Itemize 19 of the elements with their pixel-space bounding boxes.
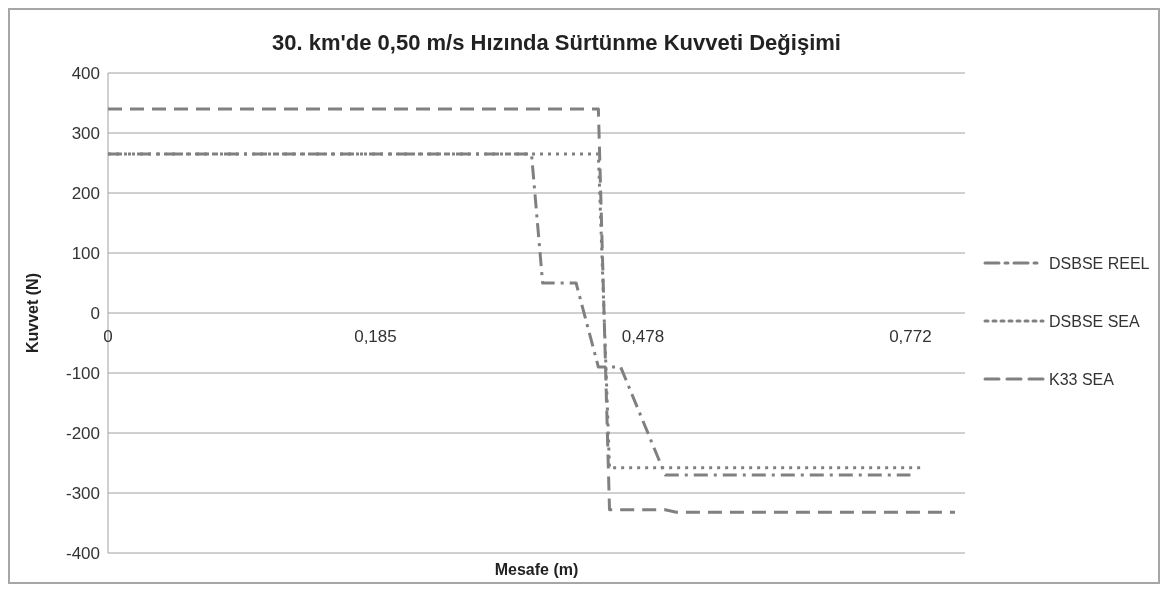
y-tick-label: 200 [71,183,100,203]
y-tick-label: -300 [65,483,100,503]
y-axis-title: Kuvvet (N) [24,272,41,354]
y-tick-label: -100 [65,363,100,383]
x-axis-title: Mesafe (m) [494,561,579,578]
y-tick-label: -400 [65,543,100,563]
legend-label: DSBSE REEL [1049,254,1150,272]
y-tick-label: 0 [90,303,100,323]
y-tick-label: 100 [71,243,100,263]
legend-label: K33 SEA [1049,370,1115,388]
x-tick-label: 0 [103,327,113,346]
x-tick-label: 0,185 [354,327,397,346]
x-tick-label: 0,478 [621,327,665,346]
y-tick-label: 400 [71,63,100,83]
y-tick-label: 300 [71,123,100,143]
chart-title: 30. km'de 0,50 m/s Hızında Sürtünme Kuvveti Değişimi [272,30,841,55]
legend-label: DSBSE SEA [1049,312,1141,330]
y-tick-label: -200 [65,423,100,443]
x-tick-label: 0,772 [889,327,932,346]
